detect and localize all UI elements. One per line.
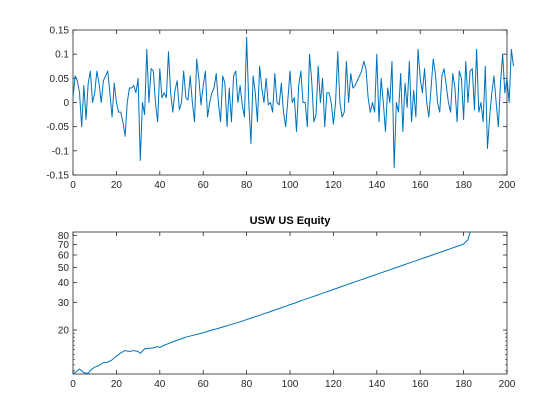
y-tick-label: -0.15: [46, 171, 69, 182]
y-tick-label: -0.05: [46, 122, 69, 133]
x-tick-label: 120: [325, 379, 342, 390]
x-tick-label: 40: [154, 180, 166, 191]
y-tick-label: 50: [58, 263, 70, 274]
top-axes-tick-labels: 0 20 40 60 80 100 120 140 160 180 200 -0.15 -0.1 -0.0…: [46, 26, 516, 192]
x-tick-label: 80: [241, 379, 253, 390]
x-tick-label: 200: [499, 379, 516, 390]
x-tick-label: 180: [455, 379, 472, 390]
y-tick-label: 0.15: [50, 26, 70, 37]
x-tick-label: 0: [70, 180, 76, 191]
bottom-axes: USW US Equity 0 20 40 60 80 100 120 140 160 180 20…: [58, 215, 516, 390]
bottom-series-line: [72, 231, 471, 375]
top-axes: 0 20 40 60 80 100 120 140 160 180 200 -0.15 -0.1 -0.0…: [46, 26, 516, 192]
y-tick-label: 0.1: [55, 50, 69, 61]
top-axes-ticks: [72, 29, 508, 176]
y-tick-label: 30: [58, 298, 70, 309]
y-tick-label: 0: [63, 98, 69, 109]
x-tick-label: 140: [368, 379, 385, 390]
x-tick-label: 100: [282, 180, 299, 191]
x-tick-label: 20: [111, 379, 123, 390]
bottom-chart-title: USW US Equity: [250, 215, 332, 227]
bottom-axes-ticks: [72, 232, 508, 374]
y-tick-label: 80: [58, 231, 70, 242]
x-tick-label: 0: [70, 379, 76, 390]
y-tick-label: 20: [58, 325, 70, 336]
x-tick-label: 40: [154, 379, 166, 390]
y-tick-label: 70: [58, 240, 70, 251]
x-tick-label: 160: [412, 379, 429, 390]
x-tick-label: 120: [325, 180, 342, 191]
x-tick-label: 60: [198, 180, 210, 191]
y-tick-label: 0.05: [50, 74, 70, 85]
top-series-line: [72, 36, 515, 169]
x-tick-label: 20: [111, 180, 123, 191]
x-tick-label: 180: [455, 180, 472, 191]
bottom-axes-tick-labels: 0 20 40 60 80 100 120 140 160 180 2002030405060708…: [58, 231, 516, 390]
x-tick-label: 160: [412, 180, 429, 191]
x-tick-label: 60: [198, 379, 210, 390]
x-tick-label: 200: [499, 180, 516, 191]
x-tick-label: 80: [241, 180, 253, 191]
y-tick-label: -0.1: [52, 146, 70, 157]
x-tick-label: 140: [368, 180, 385, 191]
y-tick-label: 40: [58, 278, 70, 289]
y-tick-label: 60: [58, 250, 70, 261]
x-tick-label: 100: [282, 379, 299, 390]
